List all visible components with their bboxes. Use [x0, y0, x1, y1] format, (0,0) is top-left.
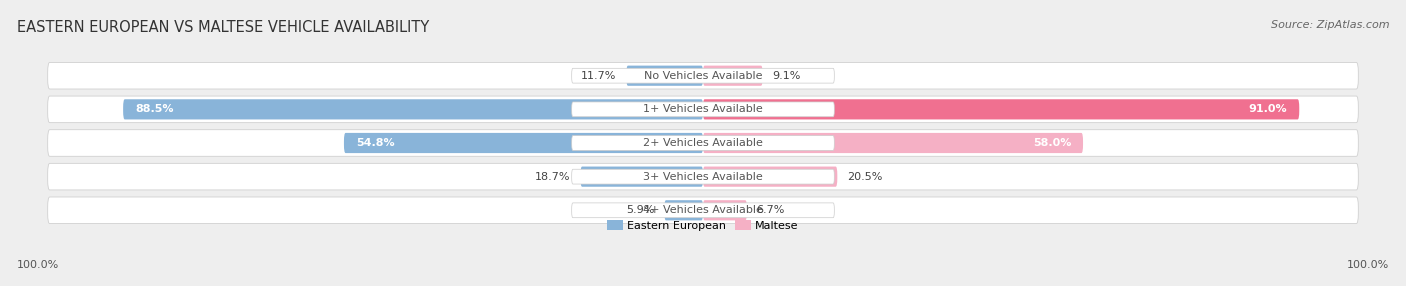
FancyBboxPatch shape: [48, 62, 1358, 89]
Text: 54.8%: 54.8%: [356, 138, 394, 148]
Text: Source: ZipAtlas.com: Source: ZipAtlas.com: [1271, 20, 1389, 30]
FancyBboxPatch shape: [48, 197, 1358, 224]
Text: 100.0%: 100.0%: [1347, 260, 1389, 270]
FancyBboxPatch shape: [572, 169, 834, 184]
Text: 3+ Vehicles Available: 3+ Vehicles Available: [643, 172, 763, 182]
Text: 100.0%: 100.0%: [17, 260, 59, 270]
FancyBboxPatch shape: [48, 96, 1358, 123]
FancyBboxPatch shape: [703, 99, 1299, 120]
FancyBboxPatch shape: [572, 102, 834, 117]
FancyBboxPatch shape: [48, 130, 1358, 156]
Text: 5.9%: 5.9%: [626, 205, 655, 215]
Text: 1+ Vehicles Available: 1+ Vehicles Available: [643, 104, 763, 114]
Text: 9.1%: 9.1%: [772, 71, 801, 81]
Text: No Vehicles Available: No Vehicles Available: [644, 71, 762, 81]
Legend: Eastern European, Maltese: Eastern European, Maltese: [607, 220, 799, 231]
Text: 18.7%: 18.7%: [536, 172, 571, 182]
FancyBboxPatch shape: [344, 133, 703, 153]
FancyBboxPatch shape: [703, 200, 747, 221]
Text: 91.0%: 91.0%: [1249, 104, 1288, 114]
FancyBboxPatch shape: [703, 166, 838, 187]
Text: 4+ Vehicles Available: 4+ Vehicles Available: [643, 205, 763, 215]
Text: 58.0%: 58.0%: [1033, 138, 1071, 148]
FancyBboxPatch shape: [626, 65, 703, 86]
Text: 11.7%: 11.7%: [581, 71, 616, 81]
FancyBboxPatch shape: [581, 166, 703, 187]
FancyBboxPatch shape: [572, 203, 834, 218]
FancyBboxPatch shape: [703, 65, 762, 86]
FancyBboxPatch shape: [665, 200, 703, 221]
Text: 20.5%: 20.5%: [848, 172, 883, 182]
Text: 6.7%: 6.7%: [756, 205, 785, 215]
FancyBboxPatch shape: [572, 136, 834, 150]
FancyBboxPatch shape: [703, 133, 1083, 153]
Text: EASTERN EUROPEAN VS MALTESE VEHICLE AVAILABILITY: EASTERN EUROPEAN VS MALTESE VEHICLE AVAI…: [17, 20, 429, 35]
Text: 2+ Vehicles Available: 2+ Vehicles Available: [643, 138, 763, 148]
FancyBboxPatch shape: [572, 68, 834, 83]
Text: 88.5%: 88.5%: [135, 104, 173, 114]
FancyBboxPatch shape: [48, 163, 1358, 190]
FancyBboxPatch shape: [124, 99, 703, 120]
